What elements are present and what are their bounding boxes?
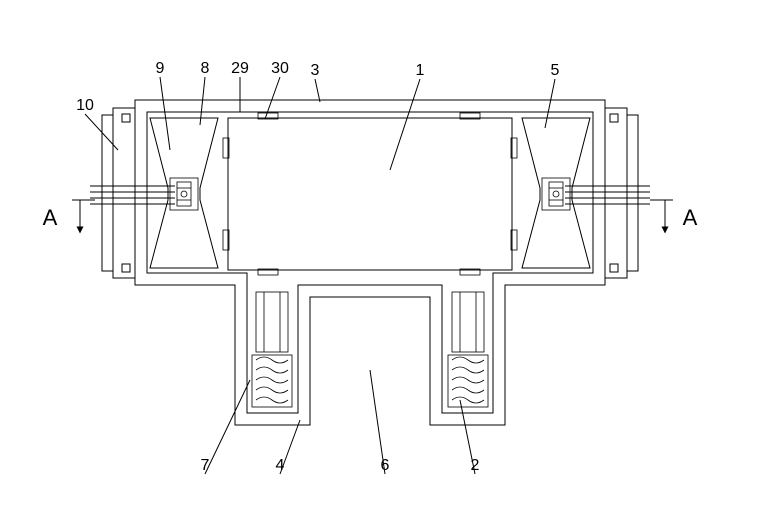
label-2: 2: [471, 457, 480, 474]
right-leg-internals: [448, 292, 488, 407]
right-rods: [565, 186, 650, 204]
section-labels: AA: [43, 205, 698, 230]
leader-7: [205, 380, 250, 474]
leader-5: [545, 79, 555, 128]
label-3: 3: [311, 62, 320, 79]
diagram-canvas: 135892930107462 AA: [0, 0, 767, 524]
label-1: 1: [416, 62, 425, 79]
left-rods: [90, 186, 175, 204]
inner-chamber: [228, 118, 512, 270]
label-9: 9: [156, 60, 165, 77]
label-30: 30: [271, 60, 289, 77]
leader-lines: [85, 77, 555, 474]
label-7: 7: [201, 457, 210, 474]
label-8: 8: [201, 60, 210, 77]
label-5: 5: [551, 62, 560, 79]
section-letter-right: A: [683, 205, 698, 230]
leader-1: [390, 79, 420, 170]
label-6: 6: [381, 457, 390, 474]
section-mark-right: [650, 200, 673, 230]
right-flange: [605, 108, 638, 278]
left-leg-internals: [252, 292, 292, 407]
right-wedge: [522, 118, 590, 268]
section-letter-left: A: [43, 205, 58, 230]
left-wedge: [150, 118, 218, 268]
label-4: 4: [276, 457, 285, 474]
leader-9: [160, 77, 170, 150]
callout-labels: 1 3 5 8 9 29 30 10 7 4 6 2: [76, 60, 559, 474]
label-29: 29: [231, 60, 249, 77]
left-flange: [102, 108, 135, 278]
leader-3: [315, 79, 320, 102]
label-10: 10: [76, 97, 94, 114]
chamber-tabs: [223, 113, 517, 275]
